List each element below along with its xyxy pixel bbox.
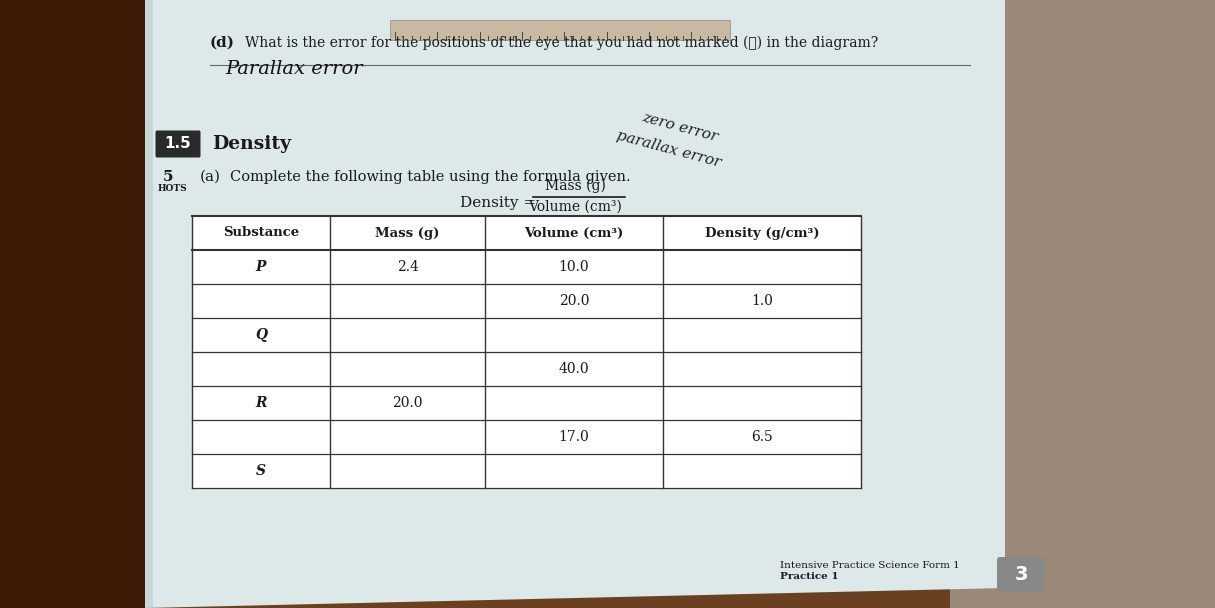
Text: 2.4: 2.4 [396, 260, 418, 274]
Text: 3: 3 [1015, 564, 1028, 584]
Text: parallax error: parallax error [615, 128, 723, 170]
Text: 10.0: 10.0 [559, 260, 589, 274]
Bar [950, 0, 1215, 608]
Text: R: R [255, 396, 267, 410]
Polygon shape [145, 0, 1005, 608]
FancyBboxPatch shape [998, 557, 1045, 591]
Bar [145, 0, 153, 608]
FancyBboxPatch shape [156, 131, 200, 157]
Text: 5: 5 [163, 170, 174, 184]
Text: Substance: Substance [222, 227, 299, 240]
Text: 1.0: 1.0 [751, 294, 773, 308]
Text: S: S [256, 464, 266, 478]
Text: Density: Density [211, 135, 292, 153]
Text: Intensive Practice Science Form 1: Intensive Practice Science Form 1 [780, 561, 960, 570]
Text: Practice 1: Practice 1 [780, 572, 838, 581]
Text: zero error: zero error [640, 110, 719, 143]
Text: Q: Q [255, 328, 267, 342]
Text: Complete the following table using the formula given.: Complete the following table using the f… [230, 170, 631, 184]
Text: Density (g/cm³): Density (g/cm³) [705, 227, 819, 240]
Text: Mass (g): Mass (g) [544, 179, 605, 193]
Text: What is the error for the positions of the eye that you had not marked (✓) in th: What is the error for the positions of t… [245, 36, 878, 50]
Bar [390, 20, 730, 40]
Text: (d): (d) [210, 36, 234, 50]
Text: 17.0: 17.0 [559, 430, 589, 444]
Bar [156, 0, 950, 608]
Text: 6.5: 6.5 [751, 430, 773, 444]
Bar [0, 0, 156, 608]
Text: 20.0: 20.0 [392, 396, 423, 410]
Text: 40.0: 40.0 [559, 362, 589, 376]
Text: Parallax error: Parallax error [225, 60, 362, 78]
Text: 1.5: 1.5 [164, 137, 192, 151]
Text: HOTS: HOTS [158, 184, 187, 193]
Text: Mass (g): Mass (g) [375, 227, 440, 240]
Text: Density =: Density = [460, 196, 541, 210]
Text: 20.0: 20.0 [559, 294, 589, 308]
Text: Volume (cm³): Volume (cm³) [529, 200, 622, 214]
Bar [192, 216, 861, 488]
Text: (a): (a) [200, 170, 221, 184]
Text: P: P [256, 260, 266, 274]
Text: Volume (cm³): Volume (cm³) [525, 227, 623, 240]
